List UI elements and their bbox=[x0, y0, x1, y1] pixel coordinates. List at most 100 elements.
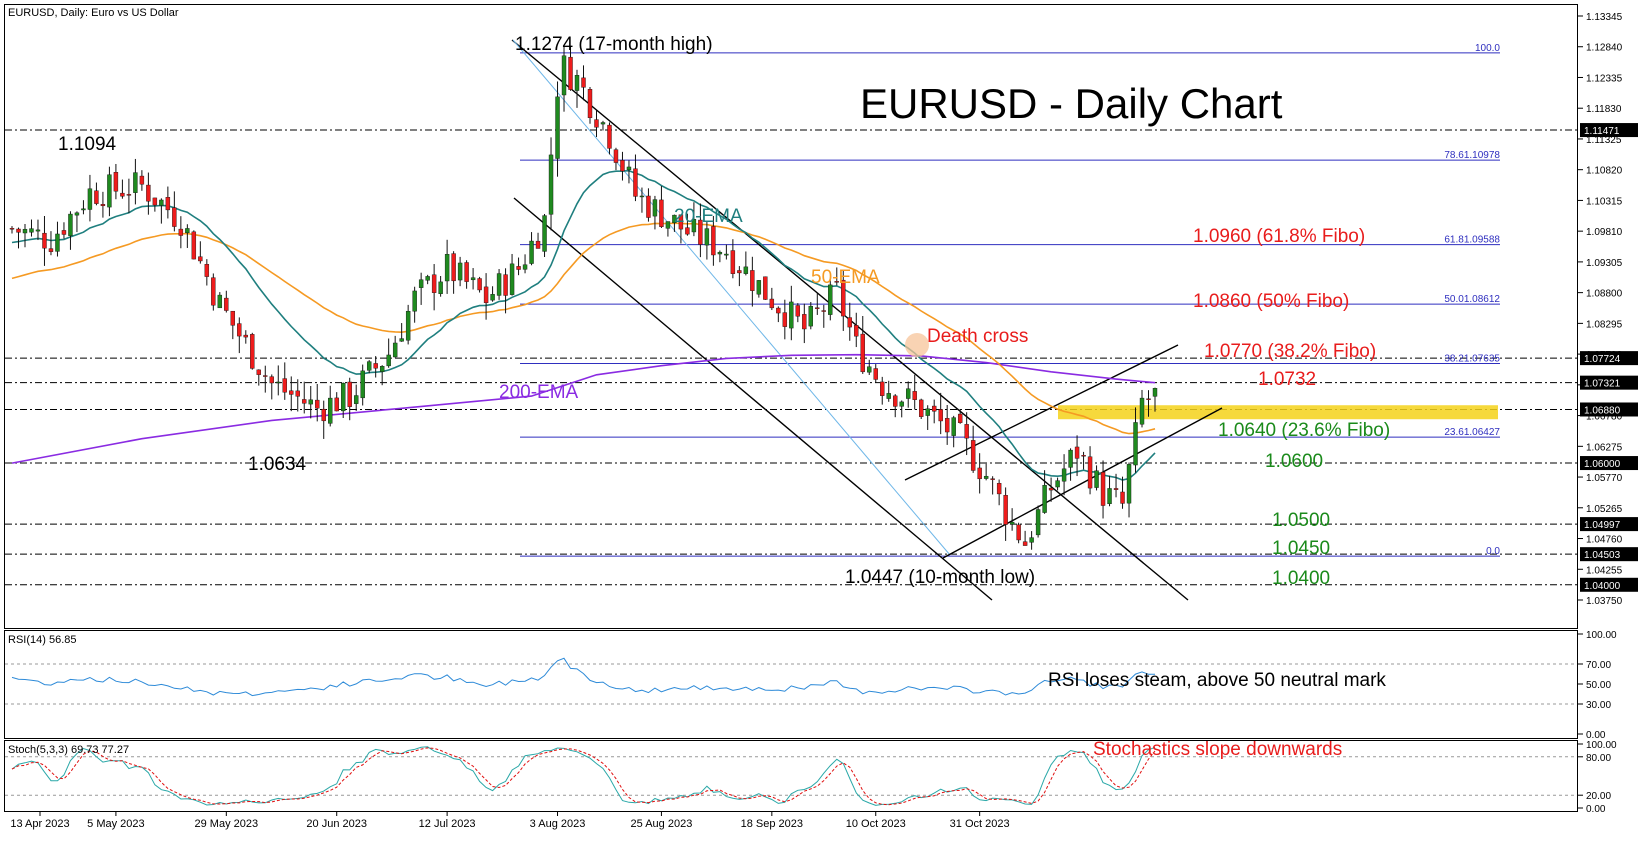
ascending-channel-upper bbox=[904, 344, 1179, 481]
price-flag-label: 1.06880 bbox=[1584, 405, 1621, 416]
candle-up bbox=[133, 172, 138, 193]
candle-up bbox=[652, 199, 658, 217]
zone-band bbox=[1058, 405, 1498, 420]
candle-up bbox=[509, 263, 515, 295]
candle-down bbox=[42, 232, 47, 249]
ema20-label: 20-EMA bbox=[674, 206, 743, 227]
price-tick-label: 1.04255 bbox=[1586, 565, 1623, 576]
candle-up bbox=[1068, 449, 1073, 468]
candle-down bbox=[1016, 524, 1021, 541]
candle-down bbox=[821, 310, 826, 312]
candle-up bbox=[1133, 422, 1138, 466]
fibo-236-label: 1.0640 (23.6% Fibo) bbox=[1218, 420, 1390, 441]
candle-down bbox=[237, 323, 242, 337]
candle-down bbox=[48, 248, 54, 252]
candle-down bbox=[269, 376, 274, 384]
candle-up bbox=[529, 240, 534, 264]
candle-down bbox=[860, 333, 865, 373]
stoch-tick-label: 100.00 bbox=[1586, 740, 1617, 751]
candle-up bbox=[74, 212, 80, 216]
ema200-label: 200-EMA bbox=[499, 382, 579, 403]
support-0450-label: 1.0450 bbox=[1272, 538, 1330, 559]
candle-up bbox=[457, 262, 463, 281]
candle-up bbox=[548, 154, 554, 215]
candle-down bbox=[100, 204, 106, 207]
candle-down bbox=[880, 381, 885, 396]
candle-up bbox=[886, 393, 891, 399]
price-flag-label: 1.04000 bbox=[1584, 581, 1621, 592]
ema20-line bbox=[11, 169, 1156, 481]
price-tick-label: 1.10820 bbox=[1586, 166, 1623, 177]
candle-down bbox=[146, 184, 151, 202]
candle-up bbox=[412, 290, 417, 312]
candle-down bbox=[685, 227, 690, 235]
date-tick-label: 18 Sep 2023 bbox=[741, 818, 803, 830]
candle-down bbox=[172, 207, 177, 227]
stoch-tick-label: 80.00 bbox=[1586, 753, 1611, 764]
fibo-level-label: 50.01.08612 bbox=[1444, 294, 1500, 305]
candle-down bbox=[256, 369, 261, 375]
candle-up bbox=[490, 294, 495, 301]
candle-down bbox=[873, 368, 878, 380]
price-tick-label: 1.08800 bbox=[1586, 289, 1623, 300]
chart-title: EURUSD - Daily Chart bbox=[860, 80, 1283, 127]
candle-down bbox=[282, 378, 287, 393]
stoch-note: Stochastics slope downwards bbox=[1093, 739, 1342, 760]
candle-down bbox=[802, 314, 807, 330]
candle-down bbox=[295, 390, 300, 397]
candle-up bbox=[828, 284, 833, 315]
candle-up bbox=[418, 279, 424, 288]
candle-down bbox=[477, 278, 482, 291]
candle-down bbox=[1074, 446, 1080, 459]
candle-down bbox=[16, 228, 21, 233]
candle-down bbox=[678, 214, 684, 230]
candle-up bbox=[542, 215, 547, 252]
candle-down bbox=[620, 160, 625, 172]
resistance-zone bbox=[1058, 405, 1498, 420]
stoch-tick-label: 20.00 bbox=[1586, 791, 1611, 802]
stoch-label: Stoch(5,3,3) 69.73 77.27 bbox=[8, 744, 129, 756]
level-1094-label: 1.1094 bbox=[58, 134, 117, 155]
fibo-382-label: 1.0770 (38.2% Fibo) bbox=[1204, 341, 1376, 362]
candle-down bbox=[1081, 455, 1086, 457]
price-tick-label: 1.11830 bbox=[1586, 104, 1622, 115]
candle-up bbox=[1152, 388, 1158, 397]
candle-down bbox=[191, 231, 197, 260]
candle-up bbox=[438, 281, 443, 294]
date-tick-label: 5 May 2023 bbox=[87, 818, 144, 830]
candle-down bbox=[613, 149, 619, 163]
rsi-tick-label: 50.00 bbox=[1586, 680, 1611, 691]
candle-down bbox=[893, 395, 898, 407]
candle-down bbox=[334, 397, 339, 412]
candle-down bbox=[451, 253, 456, 282]
candle-up bbox=[574, 75, 580, 91]
candle-up bbox=[360, 370, 365, 399]
candle-up bbox=[1107, 488, 1112, 505]
candle-up bbox=[639, 195, 645, 198]
fibo-level-label: 78.61.10978 bbox=[1444, 150, 1500, 161]
candle-up bbox=[756, 280, 762, 295]
fibo-50-label: 1.0860 (50% Fibo) bbox=[1193, 291, 1349, 312]
candle-down bbox=[1100, 471, 1106, 506]
candle-up bbox=[366, 361, 372, 371]
candle-down bbox=[607, 124, 612, 149]
candle-down bbox=[347, 381, 352, 407]
candle-up bbox=[1042, 485, 1047, 513]
candle-up bbox=[353, 395, 359, 404]
candle-up bbox=[341, 382, 346, 412]
candle-up bbox=[925, 408, 930, 416]
price-tick-label: 1.11325 bbox=[1586, 135, 1622, 146]
candle-down bbox=[165, 197, 171, 211]
fibo-level-label: 61.81.09588 bbox=[1444, 235, 1500, 246]
stochastic-indicator: 100.00 80.00 20.00 0.00 bbox=[5, 740, 1617, 815]
price-tick-label: 1.10315 bbox=[1586, 196, 1623, 207]
candle-down bbox=[516, 266, 521, 270]
rsi-note: RSI loses steam, above 50 neutral mark bbox=[1048, 670, 1386, 691]
candle-up bbox=[808, 305, 814, 327]
ascending-channel-lower bbox=[942, 407, 1223, 559]
candle-down bbox=[646, 195, 651, 218]
date-tick-label: 3 Aug 2023 bbox=[530, 818, 586, 830]
candle-down bbox=[841, 279, 846, 317]
